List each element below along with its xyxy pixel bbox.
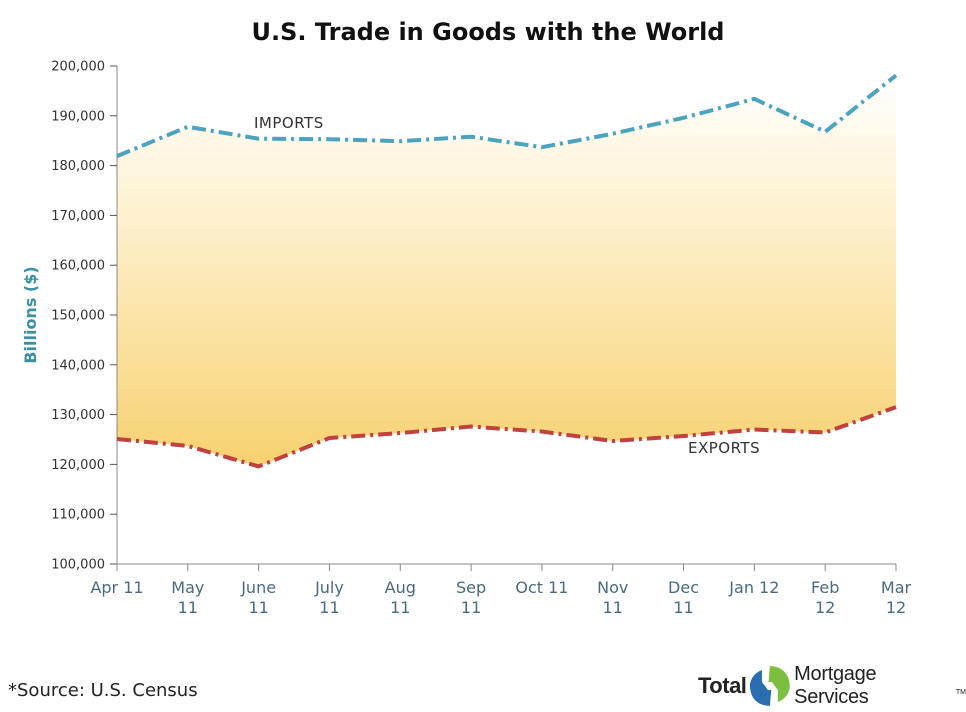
y-tick-label: 180,000 [51, 159, 105, 174]
series-lines [116, 73, 898, 469]
chart-title: U.S. Trade in Goods with the World [251, 18, 725, 46]
x-tick-label: Feb 12 [811, 578, 839, 617]
x-tick-label: Oct 11 [515, 578, 568, 597]
x-tick-label-line: July [314, 578, 344, 597]
x-tick-label-line: Feb [811, 578, 839, 597]
x-tick-label-line: Apr 11 [90, 578, 143, 597]
logo-trademark: TM [955, 689, 966, 696]
area-band-fill [117, 75, 896, 467]
x-tick-label-line: 11 [178, 598, 198, 617]
series-labels: IMPORTS EXPORTS [254, 114, 760, 457]
x-tick-label-line: May [171, 578, 204, 597]
x-tick-label: Nov 11 [597, 578, 628, 617]
x-tick-label-line: June [240, 578, 276, 597]
x-tick-label: July 11 [314, 578, 344, 617]
y-tick-label: 170,000 [51, 209, 105, 224]
logo-word-mortgage-services: Mortgage Services [794, 663, 877, 708]
x-tick-label: Sep 11 [456, 578, 486, 617]
y-tick-label: 110,000 [51, 508, 105, 523]
y-tick-label: 130,000 [51, 408, 105, 423]
x-tick-label: Mar 12 [881, 578, 912, 617]
series-line-exports [116, 405, 897, 469]
x-tick-label-line: Nov [597, 578, 628, 597]
y-tick-label: 150,000 [51, 309, 105, 324]
company-logo: Total Mortgage Services TM [698, 663, 966, 708]
area-band [117, 75, 896, 467]
logo-mark-icon [750, 666, 791, 706]
y-tick-label: 200,000 [51, 60, 105, 75]
x-tick-label: Apr 11 [90, 578, 143, 597]
x-tick-label-line: Oct 11 [515, 578, 568, 597]
x-tick-label-line: 11 [603, 598, 623, 617]
x-tick-label-line: 11 [390, 598, 410, 617]
x-tick-label-line: Dec [668, 578, 699, 597]
y-tick-label: 120,000 [51, 458, 105, 473]
axes: 100,000 110,000 120,000 130,000 140,000 150,0… [21, 60, 912, 618]
source-note: *Source: U.S. Census [8, 680, 198, 701]
x-tick-label: June 11 [240, 578, 276, 617]
x-tick-label-line: 11 [461, 598, 481, 617]
series-line-imports [116, 73, 898, 158]
x-tick-label: May 11 [171, 578, 204, 617]
series-label-imports: IMPORTS [254, 114, 324, 132]
y-axis-title: Billions ($) [21, 266, 40, 363]
logo-word-total: Total [698, 673, 747, 698]
x-tick-label-line: Mar [881, 578, 912, 597]
y-tick-label: 140,000 [51, 358, 105, 373]
x-tick-label-line: 11 [673, 598, 693, 617]
x-tick-label: Jan 12 [728, 578, 779, 597]
x-tick-label-line: 11 [319, 598, 339, 617]
x-tick-label-line: Jan 12 [728, 578, 779, 597]
x-tick-label-line: Sep [456, 578, 486, 597]
x-tick-label: Aug 11 [385, 578, 416, 617]
series-label-exports: EXPORTS [688, 439, 760, 457]
x-tick-label-line: 12 [815, 598, 835, 617]
y-tick-label: 190,000 [51, 109, 105, 124]
x-tick-label-line: 12 [886, 598, 906, 617]
y-tick-label: 160,000 [51, 259, 105, 274]
x-tick-label: Dec 11 [668, 578, 699, 617]
y-tick-label: 100,000 [51, 558, 105, 573]
x-tick-label-line: Aug [385, 578, 416, 597]
x-tick-label-line: 11 [248, 598, 268, 617]
